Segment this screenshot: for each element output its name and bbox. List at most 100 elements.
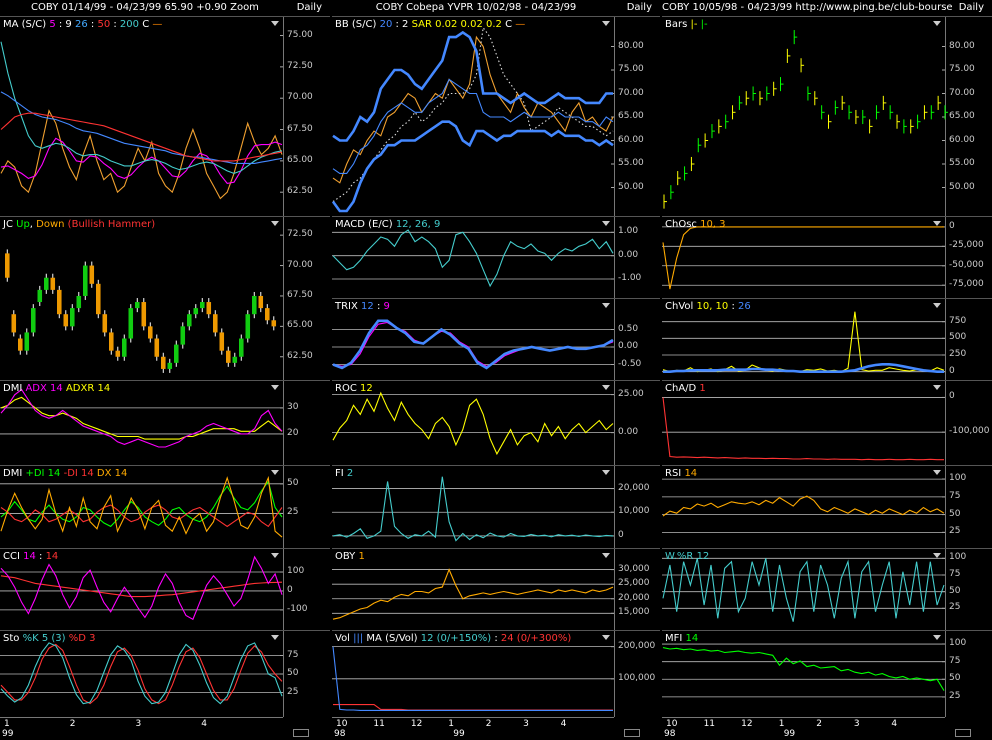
indicator-label[interactable]: DMI +DI 14 -DI 14 DX 14 (3, 468, 127, 479)
chart-header: COBY 01/14/99 - 04/23/99 65.90 +0.90 Zoo… (0, 0, 330, 16)
period-selector[interactable]: Daily (958, 2, 984, 13)
x-tick-label: 4 (560, 719, 567, 729)
plot-area[interactable] (332, 631, 615, 717)
indicator-label[interactable]: ROC 12 (335, 383, 373, 394)
candle-body (11, 314, 17, 333)
panel-menu-icon[interactable] (602, 21, 610, 26)
plot-area[interactable] (0, 17, 284, 217)
series-line (0, 555, 283, 621)
plot-area[interactable] (331, 17, 615, 217)
y-tick-label: 75 (949, 569, 961, 579)
chart-header: COBY Cobepa YVPR 10/02/98 - 04/23/99 Dail… (332, 0, 660, 16)
panel-menu-icon[interactable] (602, 553, 610, 558)
plot-area[interactable] (332, 217, 615, 299)
panel-menu-icon[interactable] (933, 221, 941, 226)
indicator-panel: W.%R 12 100 75 50 25 (662, 548, 992, 631)
panel-menu-icon[interactable] (271, 635, 279, 640)
chart-svg (0, 475, 283, 538)
panel-menu-icon[interactable] (602, 635, 610, 640)
indicator-label[interactable]: MACD (E/C) 12, 26, 9 (335, 219, 440, 230)
indicator-label[interactable]: Sto %K 5 (3) %D 3 (3, 633, 95, 644)
period-selector[interactable]: Daily (626, 2, 652, 13)
plot-area[interactable] (0, 381, 284, 466)
plot-area[interactable] (662, 381, 946, 466)
indicator-label[interactable]: TRIX 12 : 9 (335, 301, 390, 312)
panel-menu-icon[interactable] (271, 385, 279, 390)
scroll-handle[interactable] (293, 729, 309, 737)
x-tick-label: 3 (523, 719, 529, 729)
plot-area[interactable] (0, 466, 284, 549)
plot-area[interactable] (662, 466, 946, 549)
indicator-label[interactable]: ChOsc 10, 3 (665, 219, 726, 230)
plot-area[interactable] (662, 631, 946, 717)
y-tick-label: 0 (618, 529, 624, 540)
indicator-panel: TRIX 12 : 9 0.50 0.00 -0.50 (332, 298, 660, 381)
panel-menu-icon[interactable] (271, 470, 279, 475)
plot-area[interactable] (0, 631, 284, 717)
panel-menu-icon[interactable] (933, 385, 941, 390)
candle-body (18, 338, 23, 351)
plot-area[interactable] (0, 217, 284, 381)
y-tick-label: 75.00 (287, 29, 313, 40)
indicator-label[interactable]: ChVol 10, 10 : 26 (665, 301, 751, 312)
plot-area[interactable] (332, 549, 615, 631)
panel-menu-icon[interactable] (602, 303, 610, 308)
plot-area[interactable] (332, 381, 615, 466)
plot-area[interactable] (662, 299, 946, 381)
indicator-panel: ChVol 10, 10 : 26 750 500 250 0 (662, 298, 992, 381)
y-tick-label: 60.00 (949, 134, 975, 145)
plot-area[interactable] (662, 549, 946, 631)
candle-body (24, 332, 30, 351)
plot-area[interactable] (0, 549, 284, 631)
panel-menu-icon[interactable] (602, 221, 610, 226)
indicator-label[interactable]: OBY 1 (335, 551, 365, 562)
x-tick-label: 11 (703, 719, 716, 729)
label-segment: 14 (684, 468, 698, 479)
scroll-handle[interactable] (624, 729, 640, 737)
chart-svg (662, 311, 945, 373)
x-tick-label: 2 (69, 719, 76, 729)
x-tick-label: 4 (201, 719, 207, 729)
x-tick-label: 3 (853, 719, 860, 729)
indicator-label[interactable]: RSI 14 (665, 468, 697, 479)
panel-menu-icon[interactable] (602, 470, 610, 475)
panel-menu-icon[interactable] (602, 385, 610, 390)
label-segment: JC (3, 219, 17, 230)
period-selector[interactable]: Daily (296, 2, 322, 13)
panel-menu-icon[interactable] (933, 553, 941, 558)
label-segment: -DI 14 (60, 468, 94, 479)
label-segment: 10, 10 (696, 301, 729, 312)
plot-area[interactable] (662, 217, 946, 299)
panel-menu-icon[interactable] (933, 21, 941, 26)
indicator-label[interactable]: BB (S/C) 20 : 2 SAR 0.02 0.02 0.2 C — (335, 19, 525, 30)
indicator-panel: DMI +DI 14 -DI 14 DX 14 50 25 (0, 465, 330, 549)
indicator-label[interactable]: JC Up, Down (Bullish Hammer) (3, 219, 155, 230)
indicator-label[interactable]: MA (S/C) 5 : 9 26 : 50 : 200 C — (3, 19, 162, 30)
panel-menu-icon[interactable] (271, 21, 279, 26)
candle-body (37, 289, 43, 303)
indicator-label[interactable]: Bars |- |- (665, 19, 708, 30)
indicator-label[interactable]: DMI ADX 14 ADXR 14 (3, 383, 110, 394)
indicator-label[interactable]: CCI 14 : 14 (3, 551, 58, 562)
candle-body (206, 302, 212, 315)
indicator-label[interactable]: W.%R 12 (665, 551, 709, 562)
candle-body (187, 314, 192, 327)
panel-menu-icon[interactable] (933, 635, 941, 640)
plot-area[interactable] (332, 466, 615, 549)
panel-menu-icon[interactable] (933, 303, 941, 308)
plot-area[interactable] (332, 299, 615, 381)
y-tick-label: 500 (949, 332, 967, 343)
y-tick-label: 80.00 (618, 40, 644, 51)
indicator-label[interactable]: FI 2 (335, 468, 353, 479)
panel-menu-icon[interactable] (271, 221, 279, 226)
scroll-handle[interactable] (955, 729, 971, 737)
y-tick-label: 70.00 (949, 87, 975, 98)
indicator-label[interactable]: ChA/D 1 (665, 383, 706, 394)
candle-body (232, 356, 238, 363)
label-segment: MA (S/Vol) (363, 633, 421, 644)
panel-menu-icon[interactable] (271, 553, 279, 558)
panel-menu-icon[interactable] (933, 470, 941, 475)
plot-area[interactable] (662, 17, 948, 217)
indicator-label[interactable]: Vol ||| MA (S/Vol) 12 (0/+150%) : 24 (0/… (335, 633, 571, 644)
indicator-label[interactable]: MFI 14 (665, 633, 698, 644)
